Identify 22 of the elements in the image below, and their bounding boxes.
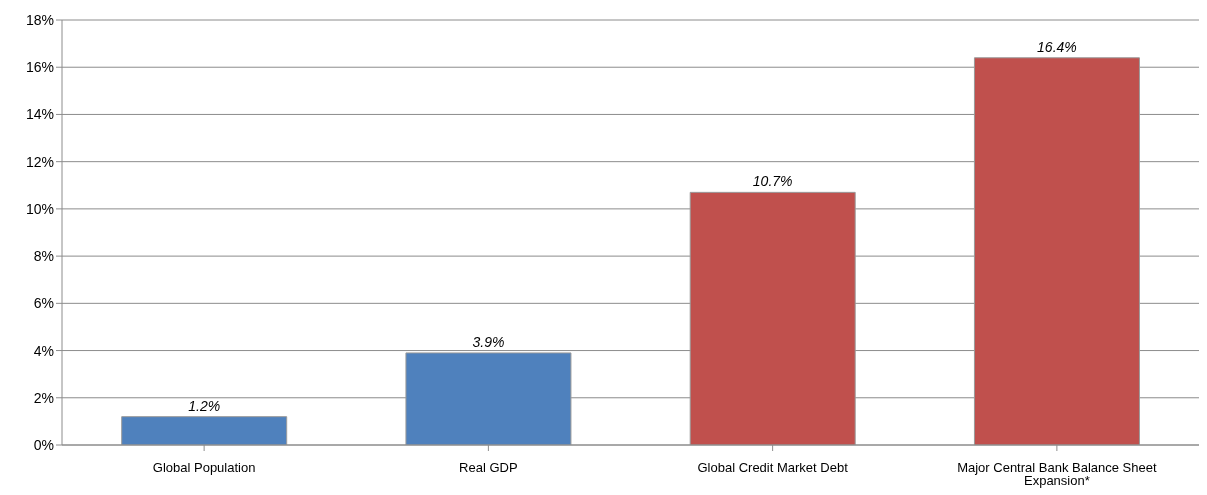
y-tick-label: 10% — [25, 200, 54, 217]
x-tick-label: Major Central Bank Balance Sheet Expansion* — [957, 460, 1157, 489]
data-label: 3.9% — [472, 333, 505, 350]
data-label: 16.4% — [1037, 38, 1077, 55]
bar — [405, 352, 572, 445]
y-tick-label: 16% — [25, 59, 54, 76]
data-label: 1.2% — [188, 397, 221, 414]
bar — [121, 416, 288, 445]
y-tick-label: 6% — [33, 295, 54, 312]
bar — [973, 57, 1140, 445]
y-tick-label: 14% — [25, 106, 54, 123]
data-label: 10.7% — [752, 173, 793, 190]
bar — [689, 191, 856, 445]
y-tick-label: 0% — [33, 436, 54, 453]
y-tick-label: 2% — [33, 389, 54, 406]
y-tick-label: 12% — [25, 153, 54, 170]
y-tick-label: 4% — [33, 342, 54, 359]
x-tick-label: Real GDP — [459, 460, 518, 476]
y-tick-label: 18% — [25, 11, 54, 28]
x-tick-label: Global Population — [152, 460, 256, 476]
y-tick-label: 8% — [33, 248, 54, 265]
x-tick-label: Global Credit Market Debt — [697, 460, 849, 476]
